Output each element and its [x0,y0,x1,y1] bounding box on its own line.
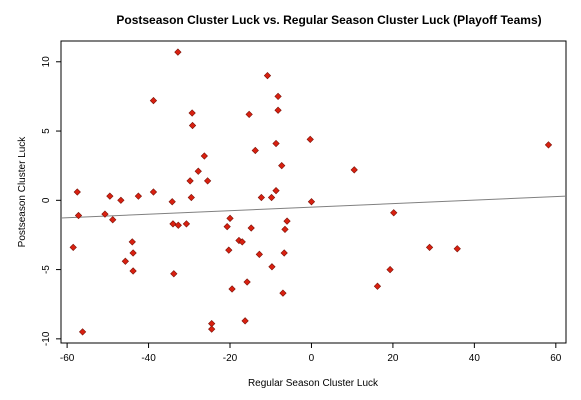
data-point [272,186,280,195]
y-tick-label: -10 [41,331,52,346]
data-point [187,193,195,202]
data-point [373,282,382,290]
data-point [188,121,197,130]
data-point [425,243,434,252]
data-point [182,220,191,228]
data-point [281,225,289,234]
data-point [225,246,233,254]
data-point [188,109,196,117]
y-axis-label: Postseason Cluster Luck [17,136,28,248]
x-tick-label: -40 [141,353,156,364]
data-point [200,152,208,160]
data-point [272,139,280,148]
data-point [174,48,182,56]
data-point [255,250,263,258]
y-tick-label: 5 [41,128,52,134]
x-tick-label: 60 [550,353,562,364]
data-point [203,177,212,185]
data-point [109,216,117,224]
data-point [121,257,129,265]
y-tick-label: -5 [41,265,52,274]
data-point [129,249,137,257]
data-point [134,192,143,200]
data-point [251,146,259,155]
data-point [307,198,316,206]
data-point [238,238,246,246]
data-point [128,238,136,246]
data-point [149,188,158,196]
data-point [208,325,216,333]
data-point [129,267,137,275]
data-point [226,214,234,222]
data-point [241,317,249,325]
data-point [247,224,255,232]
x-axis-label: Regular Season Cluster Luck [248,378,379,389]
data-point [263,72,272,80]
data-point [274,106,282,114]
data-point [386,265,394,274]
data-point [223,223,231,231]
data-point [228,285,236,293]
data-point [257,193,265,202]
x-axis: -60 -40 -20 0 20 40 60 [60,343,562,364]
data-point [101,210,109,218]
data-point [194,167,202,175]
chart-title: Postseason Cluster Luck vs. Regular Seas… [116,13,541,27]
y-tick-label: 10 [41,56,52,68]
data-point [74,211,83,220]
data-point [73,188,81,196]
y-tick-label: 0 [41,197,52,203]
y-axis: -10 -5 0 5 10 [41,56,61,346]
data-point [69,243,77,252]
data-point [306,135,314,143]
data-point [279,289,287,297]
data-point [170,270,178,278]
plot-frame [60,40,567,344]
data-point [245,110,253,119]
data-point [186,177,194,185]
data-point [283,217,291,225]
trend-line [60,195,567,219]
x-tick-label: -60 [60,353,75,364]
data-point [149,96,158,105]
data-point [280,249,288,257]
data-points [69,48,553,336]
x-tick-label: 0 [309,353,315,364]
x-tick-label: 20 [387,353,399,364]
data-point [544,141,553,149]
data-point [169,220,177,228]
data-point [117,196,125,204]
data-point [243,278,251,286]
data-point [350,166,358,174]
data-point [267,193,276,202]
x-tick-label: 40 [469,353,481,364]
data-point [453,245,461,253]
data-point [390,209,398,217]
data-point [274,92,282,101]
x-tick-label: -20 [223,353,238,364]
data-point [174,221,182,229]
data-point [168,198,176,206]
data-point [78,328,87,336]
data-point [268,263,276,271]
data-point [278,162,286,170]
data-point [106,192,114,200]
